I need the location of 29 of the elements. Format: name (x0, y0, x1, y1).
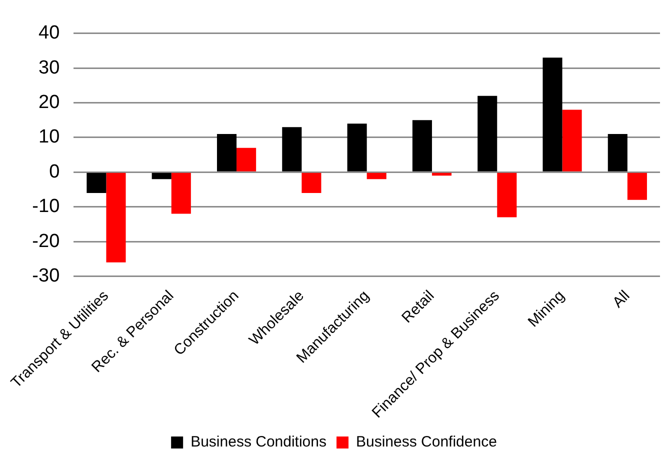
y-tick-label: 40 (38, 22, 60, 44)
bar (478, 96, 498, 172)
legend-label: Business Conditions (190, 434, 327, 451)
y-tick-label: -30 (32, 265, 60, 286)
bar (171, 172, 191, 214)
y-tick-label: 30 (38, 57, 60, 78)
y-tick-label: -10 (32, 196, 60, 218)
bar (152, 172, 172, 180)
y-tick-label: 20 (38, 92, 60, 114)
bar (282, 127, 302, 172)
bar (542, 58, 562, 172)
bar (497, 172, 517, 218)
bar (366, 172, 386, 180)
bar (216, 134, 237, 172)
bar (412, 120, 432, 172)
bar (106, 172, 126, 262)
bar (608, 134, 628, 172)
x-tick-label: All (609, 287, 634, 312)
y-tick-label: 10 (38, 126, 60, 148)
bar (562, 110, 582, 172)
bar (86, 172, 106, 193)
bar (236, 148, 256, 172)
legend-label: Business Confidence (356, 434, 497, 451)
bar (347, 124, 367, 172)
bar (302, 172, 322, 193)
y-tick-label: -20 (32, 230, 60, 252)
y-tick-label: 0 (49, 161, 60, 182)
bar (432, 172, 452, 176)
bar (627, 172, 647, 200)
